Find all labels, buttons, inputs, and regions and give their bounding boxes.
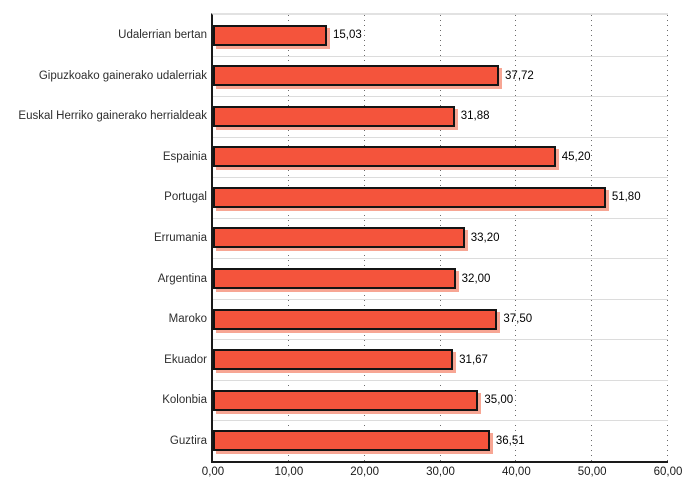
bar-row: Udalerrian bertan 15,03 bbox=[118, 15, 668, 56]
row-separator bbox=[213, 379, 668, 381]
x-tick-label: 0,00 bbox=[201, 466, 225, 478]
category-label: Guztira bbox=[169, 434, 207, 447]
bar-row: Argentina 32,00 bbox=[158, 258, 668, 299]
x-tick-label: 10,00 bbox=[274, 466, 304, 478]
value-label: 15,03 bbox=[332, 29, 362, 42]
value-label: 35,00 bbox=[484, 394, 514, 407]
gridline-x-50 bbox=[591, 15, 593, 461]
bar bbox=[213, 389, 479, 411]
category-label: Argentina bbox=[157, 272, 207, 285]
bar-row: Kolonbia 35,00 bbox=[162, 380, 668, 421]
row-separator bbox=[213, 258, 668, 260]
bar bbox=[213, 146, 556, 168]
plot-area: Udalerrian bertan 15,03 Gipuzkoako gainera… bbox=[18, 13, 668, 463]
bar-row: Portugal 51,80 bbox=[164, 177, 668, 218]
bar-row: Espainia 45,20 bbox=[163, 137, 668, 178]
x-tick-label: 30,00 bbox=[426, 466, 455, 478]
category-label: Kolonbia bbox=[162, 394, 207, 407]
value-label: 36,51 bbox=[495, 434, 525, 447]
bar bbox=[213, 268, 456, 290]
value-label: 37,50 bbox=[503, 313, 533, 326]
bar-row: Ekuador 31,67 bbox=[164, 339, 668, 380]
category-label: Portugal bbox=[164, 191, 207, 204]
bar bbox=[213, 24, 327, 46]
row-separator bbox=[213, 420, 668, 422]
bar bbox=[213, 349, 454, 371]
gridline-x-60 bbox=[667, 15, 668, 461]
value-label: 37,72 bbox=[505, 69, 534, 82]
bar bbox=[213, 65, 500, 87]
bar-row: Gipuzkoako gainerako udalerriak 37,72 bbox=[39, 56, 668, 97]
bar bbox=[213, 308, 498, 330]
value-label: 33,20 bbox=[470, 231, 500, 244]
value-label: 45,20 bbox=[561, 150, 591, 163]
row-separator bbox=[213, 177, 668, 179]
value-label: 51,80 bbox=[611, 191, 641, 204]
row-separator bbox=[213, 55, 668, 57]
category-label: Udalerrian bertan bbox=[118, 29, 207, 42]
row-separator bbox=[213, 339, 668, 341]
value-label: 31,88 bbox=[460, 110, 490, 123]
category-label: Espainia bbox=[162, 150, 207, 163]
category-label: Maroko bbox=[168, 313, 207, 326]
bar-row: Maroko 37,50 bbox=[169, 299, 668, 340]
bar bbox=[213, 227, 465, 249]
value-label: 32,00 bbox=[461, 272, 491, 285]
x-tick-label: 60,00 bbox=[653, 466, 683, 478]
bar bbox=[213, 105, 455, 127]
row-separator bbox=[213, 298, 668, 300]
bar bbox=[213, 186, 606, 208]
x-tick-label: 50,00 bbox=[577, 466, 607, 478]
value-label: 31,67 bbox=[459, 353, 488, 366]
row-separator bbox=[213, 217, 668, 219]
category-label: Euskal Herriko gainerako herrialdeak bbox=[18, 110, 207, 123]
category-label: Gipuzkoako gainerako udalerriak bbox=[38, 69, 207, 82]
bar-row: Errumania 33,20 bbox=[154, 218, 668, 259]
x-axis-labels: 0,00 10,00 20,00 30,00 40,00 50,00 60,00 bbox=[202, 466, 683, 482]
category-label: Errumania bbox=[153, 231, 207, 244]
row-separator bbox=[213, 136, 668, 138]
bar-row: Euskal Herriko gainerako herrialdeak 31,8… bbox=[18, 96, 668, 137]
bar-row: Guztira 36,51 bbox=[170, 420, 668, 461]
row-separator bbox=[213, 96, 668, 98]
bar bbox=[213, 430, 490, 452]
x-tick-label: 20,00 bbox=[350, 466, 380, 478]
gridline-x-40 bbox=[515, 15, 517, 461]
x-tick-label: 40,00 bbox=[501, 466, 531, 478]
category-label: Ekuador bbox=[164, 353, 207, 366]
